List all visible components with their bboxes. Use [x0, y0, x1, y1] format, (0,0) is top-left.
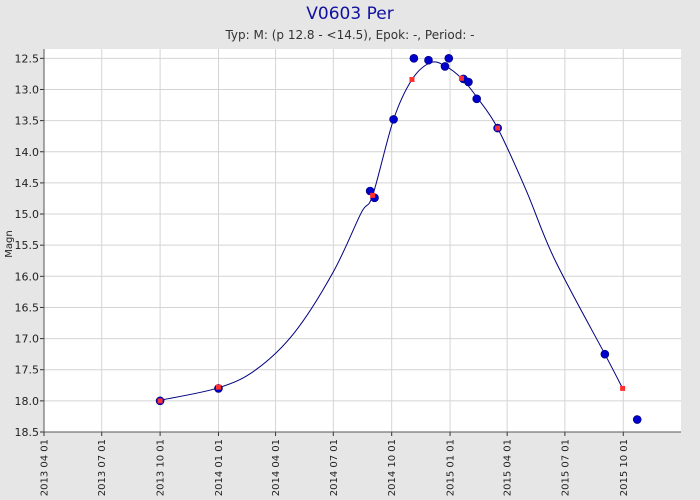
x-tick-label: 2013 10 01 — [156, 439, 167, 496]
data-point-circle — [440, 62, 450, 71]
data-point-square — [620, 385, 626, 391]
y-tick-labels: 12.5 13.0 13.5 14.0 14.5 15.0 15.5 16.0 16.5 17.0… — [15, 52, 40, 439]
x-tick-label: 2015 10 01 — [619, 439, 630, 496]
data-point-square — [215, 384, 221, 390]
data-point-circle — [409, 54, 419, 63]
points-layer — [155, 54, 642, 424]
y-tick-label: 17.0 — [15, 333, 40, 346]
y-tick-label: 13.0 — [15, 83, 40, 96]
y-tick-label: 18.0 — [15, 395, 40, 408]
y-tick-label: 18.5 — [15, 426, 40, 439]
data-point-circle — [632, 415, 642, 424]
y-tick-label: 16.0 — [15, 270, 40, 283]
grid — [43, 49, 681, 433]
data-point-square — [458, 75, 464, 81]
x-tick-label: 2014 04 01 — [271, 439, 282, 496]
y-tick-label: 14.5 — [15, 177, 40, 190]
data-point-circle — [472, 94, 482, 104]
chart-subtitle: Typ: M: (p 12.8 - <14.5), Epok: -, Perio… — [224, 28, 474, 42]
x-tick-labels: 2013 04 01 2013 07 01 2013 10 01 2014 01 01… — [40, 439, 630, 496]
data-point-square — [495, 125, 501, 131]
data-point-circle — [600, 349, 610, 359]
y-tick-label: 14.0 — [15, 146, 40, 159]
data-point-circle — [389, 115, 398, 124]
fit-curve — [159, 61, 624, 401]
data-point-circle — [464, 77, 473, 87]
x-tick-label: 2015 01 01 — [446, 439, 457, 496]
plot-area — [44, 49, 681, 432]
data-point-circle — [424, 55, 433, 65]
x-tick-label: 2014 07 01 — [329, 439, 340, 496]
y-tick-label: 15.0 — [15, 208, 40, 221]
y-tick-label: 13.5 — [15, 115, 40, 128]
y-tick-label: 15.5 — [15, 239, 40, 252]
y-tick-label: 12.5 — [15, 52, 40, 65]
data-point-square — [370, 192, 376, 198]
y-tick-label: 16.5 — [15, 301, 40, 314]
data-point-square — [409, 77, 415, 83]
x-tick-label: 2013 04 01 — [40, 439, 51, 496]
axes — [40, 49, 681, 436]
fit-curve-layer — [159, 61, 624, 401]
y-tick-label: 17.5 — [15, 364, 40, 377]
data-point-square — [157, 398, 163, 404]
x-tick-label: 2015 07 01 — [560, 439, 571, 496]
x-tick-label: 2015 04 01 — [503, 439, 514, 496]
x-tick-label: 2014 01 01 — [214, 439, 225, 496]
x-tick-label: 2013 07 01 — [97, 439, 108, 496]
x-tick-label: 2014 10 01 — [387, 439, 398, 496]
y-axis-label: Magn — [4, 230, 15, 257]
data-point-circle — [444, 54, 454, 63]
chart-title: V0603 Per — [306, 4, 393, 24]
